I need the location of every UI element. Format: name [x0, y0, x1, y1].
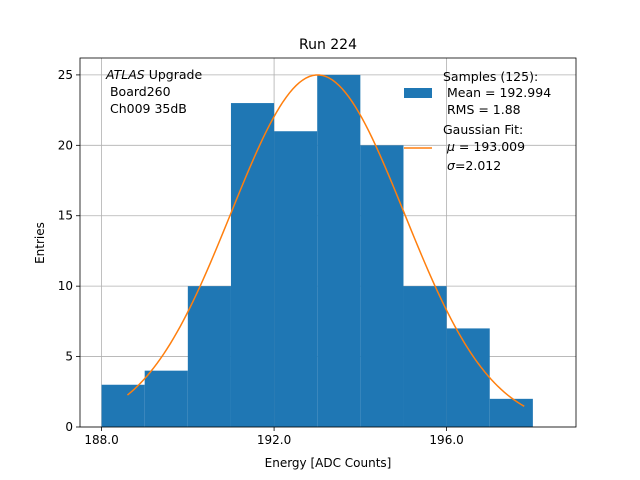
histogram-bar: [101, 384, 145, 427]
x-tick-label: 188.0: [84, 433, 118, 447]
x-tick-label: 192.0: [257, 433, 291, 447]
chart-title: Run 224: [299, 37, 357, 53]
legend-mu-symbol: μ: [446, 139, 455, 154]
histogram-bars: [101, 74, 533, 428]
x-axis-label: Energy [ADC Counts]: [265, 456, 392, 470]
y-tick-label: 0: [65, 420, 73, 434]
svg-text:ATLAS Upgrade: ATLAS Upgrade: [105, 67, 202, 82]
legend-samples-title: Samples (125):: [443, 69, 538, 84]
legend-sigma-symbol: σ: [447, 158, 456, 173]
legend-samples-mean: Mean = 192.994: [443, 85, 551, 100]
y-axis-label: Entries: [33, 222, 47, 264]
y-tick-label: 15: [58, 209, 73, 223]
legend-samples-rms: RMS = 1.88: [443, 102, 521, 117]
board-label: Board260: [106, 84, 171, 99]
histogram-bar: [446, 328, 490, 427]
y-tick-label: 5: [65, 350, 73, 364]
legend-sigma-value: =2.012: [455, 158, 501, 173]
histogram-bar: [144, 370, 188, 427]
x-tick-label: 196.0: [429, 433, 463, 447]
atlas-label: ATLAS: [105, 67, 145, 82]
atlas-annotation: ATLAS Upgrade Board260 Ch009 35dB: [105, 67, 202, 116]
legend-histogram-swatch: [404, 88, 432, 98]
plot-frame: [79, 57, 577, 428]
y-tick-label: 10: [58, 279, 73, 293]
histogram-bar: [360, 145, 404, 427]
histogram-bar: [317, 74, 361, 428]
channel-label: Ch009 35dB: [106, 101, 187, 116]
histogram-bar: [274, 131, 318, 428]
histogram-bar: [187, 286, 231, 427]
y-axis-ticks: 0 5 10 15 20 25: [58, 68, 80, 434]
gaussian-fit-curve: [126, 74, 525, 407]
legend-fit-title: Gaussian Fit:: [443, 122, 523, 137]
legend: Samples (125): Mean = 192.994 RMS = 1.88…: [404, 69, 551, 173]
svg-text:μ = 193.009: μ = 193.009: [446, 139, 525, 154]
x-axis-ticks: 188.0 192.0 196.0: [84, 427, 464, 447]
histogram-bar: [230, 103, 275, 428]
histogram-bar: [403, 286, 447, 427]
legend-mu-value: = 193.009: [455, 139, 525, 154]
y-tick-label: 20: [58, 138, 73, 152]
histogram-bar: [489, 398, 533, 427]
upgrade-label: Upgrade: [145, 67, 203, 82]
y-tick-label: 25: [58, 68, 73, 82]
svg-text:σ=2.012: σ=2.012: [447, 158, 501, 173]
